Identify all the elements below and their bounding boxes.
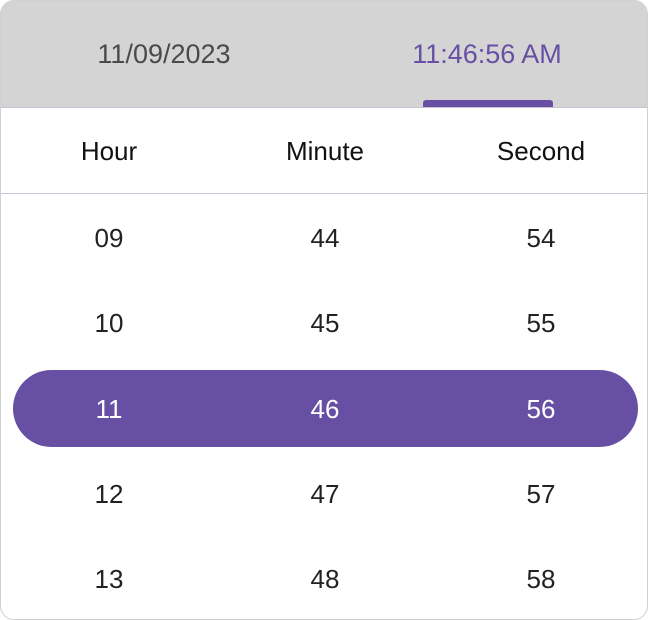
minute-column-header: Minute (285, 136, 365, 166)
minute-option-selected[interactable]: 46 (310, 394, 340, 424)
hour-option[interactable]: 12 (94, 479, 124, 509)
tab-time[interactable]: 11:46:56 AM (412, 39, 562, 69)
minute-option[interactable]: 44 (310, 223, 340, 253)
second-option[interactable]: 58 (526, 564, 556, 594)
hour-option[interactable]: 13 (94, 564, 124, 594)
minute-option[interactable]: 45 (310, 308, 340, 338)
active-tab-indicator (423, 100, 553, 107)
hour-option[interactable]: 09 (94, 223, 124, 253)
minute-option[interactable]: 48 (310, 564, 340, 594)
second-column-header: Second (496, 136, 586, 166)
second-option[interactable]: 57 (526, 479, 556, 509)
hour-option[interactable]: 10 (94, 308, 124, 338)
tab-date[interactable]: 11/09/2023 (97, 39, 231, 69)
minute-option[interactable]: 47 (310, 479, 340, 509)
second-option[interactable]: 54 (526, 223, 556, 253)
second-option[interactable]: 55 (526, 308, 556, 338)
hour-column-header: Hour (80, 136, 138, 166)
hour-option-selected[interactable]: 11 (95, 394, 123, 424)
column-headers: Hour Minute Second (1, 108, 647, 194)
selection-highlight (13, 370, 638, 447)
second-option-selected[interactable]: 56 (526, 394, 556, 424)
picker-header: 11/09/2023 11:46:56 AM (1, 1, 647, 108)
